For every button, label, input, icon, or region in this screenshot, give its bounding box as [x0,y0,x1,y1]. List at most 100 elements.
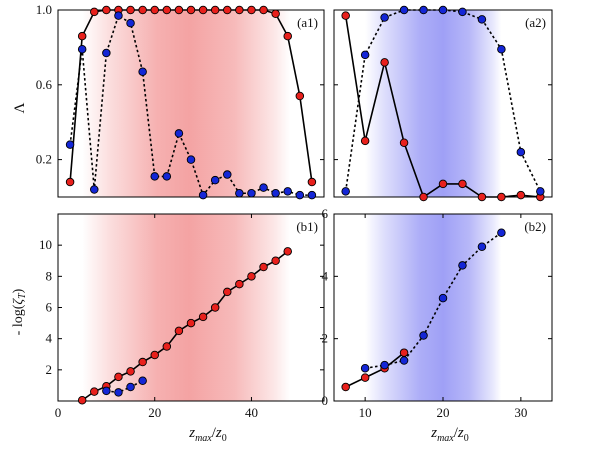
point-b1-blue-0 [102,386,111,396]
point-b1-red-16 [271,256,280,266]
point-b1-red-5 [138,357,147,367]
panel-label-a1: (a1) [297,15,318,30]
point-a2-blue-6 [458,7,467,17]
point-b2-blue-7 [497,228,506,237]
point-a1-blue-16 [259,183,268,192]
point-a1-red-20 [307,177,317,187]
point-a1-blue-12 [210,175,220,185]
point-b2-blue-0 [360,364,370,373]
point-b1-red-13 [235,279,244,289]
point-a1-blue-10 [186,155,196,164]
panel-b2: 0 2 4 6 10 20 30 (b2) [322,206,553,420]
ytick-label-b2: 2 [322,331,329,346]
panel-a2: (a2) [333,5,553,202]
series-line-b2-blue [365,232,502,370]
ytick-label-b1: 8 [46,268,53,283]
point-a2-red-6 [458,179,467,189]
point-a1-blue-11 [198,190,208,200]
point-a2-blue-1 [360,50,370,60]
ytick-label-a1: 1.0 [36,2,52,17]
ytick-label-a1: 0.6 [36,77,53,92]
point-a1-red-16 [259,5,268,15]
point-a1-blue-6 [138,67,147,76]
point-b1-red-7 [162,342,172,351]
ytick-label-b2: 0 [322,393,329,408]
panel-label-a2: (a2) [525,15,546,30]
panel-label-b2: (b2) [524,219,546,234]
ylabel-b: - log(ζT) [11,288,28,335]
ytick-label-b2: 4 [322,268,329,283]
point-a1-red-5 [126,5,135,15]
point-b2-blue-3 [419,331,428,340]
point-b1-red-0 [77,395,87,405]
xlabel-right: zmax/z0 [430,425,469,444]
point-a2-blue-8 [497,45,506,54]
band-a1 [82,10,291,197]
point-b1-red-9 [186,318,196,328]
point-a1-red-12 [210,5,220,15]
point-a2-red-1 [360,136,370,146]
series-line-b2-red [345,352,405,388]
point-b2-red-3 [399,348,409,357]
xlabel-left: zmax/z0 [188,425,227,444]
panel-a1: 0.2 0.6 1.0 (a1) [36,2,325,200]
point-a1-red-17 [271,9,280,18]
point-a1-blue-19 [295,190,305,200]
point-a2-blue-10 [536,187,545,196]
band-a2 [365,10,502,197]
xtick-label-b2: 30 [514,405,527,420]
panel-label-b1: (b1) [296,219,318,234]
ytick-label-b1: 4 [46,331,53,346]
point-a1-blue-13 [223,170,232,179]
point-a1-blue-17 [271,189,280,198]
point-b1-red-3 [114,372,123,382]
point-a1-red-0 [65,177,75,187]
point-a1-blue-7 [150,172,159,181]
point-a2-red-8 [497,192,506,202]
ytick-label-b1: 6 [46,300,53,315]
ytick-label-b2: 6 [322,206,329,221]
point-a1-red-13 [223,5,232,15]
point-a1-blue-8 [162,172,172,181]
point-a2-blue-9 [516,147,526,157]
point-b1-red-4 [126,367,135,376]
band-b2 [365,214,502,401]
point-a1-red-7 [150,5,159,15]
point-a1-blue-3 [102,48,111,58]
point-a1-red-6 [138,5,147,15]
point-b1-red-6 [150,350,159,360]
point-a1-red-8 [162,5,172,15]
point-b1-blue-1 [114,388,123,397]
point-a2-red-7 [477,192,487,202]
point-a1-red-15 [247,5,256,15]
point-a1-blue-2 [90,185,99,194]
point-b1-red-8 [174,326,184,336]
point-a2-blue-5 [438,5,448,15]
xtick-label-b2: 20 [437,405,450,420]
point-a1-red-11 [198,5,208,15]
point-b1-red-11 [210,303,220,312]
point-b2-blue-6 [477,242,487,251]
ytick-label-b1: 2 [46,362,53,377]
point-a2-blue-3 [399,5,409,15]
point-b1-red-1 [90,387,99,396]
point-a1-red-3 [102,5,111,15]
point-a1-blue-20 [307,190,317,200]
point-a1-blue-1 [77,45,87,54]
point-a2-red-0 [341,11,350,20]
point-b1-red-17 [283,247,292,256]
point-a1-red-10 [186,5,196,15]
point-a2-red-4 [419,192,428,202]
band-b1 [82,214,291,401]
point-a2-blue-4 [419,5,428,15]
point-a1-red-14 [235,5,244,15]
point-a1-red-1 [77,31,87,41]
xtick-label-b1: 0 [55,405,62,420]
point-b2-red-1 [360,373,370,382]
point-b1-blue-2 [126,382,135,392]
point-a1-blue-9 [174,129,184,138]
xtick-label-b1: 40 [245,405,258,420]
point-a1-red-19 [295,91,305,101]
